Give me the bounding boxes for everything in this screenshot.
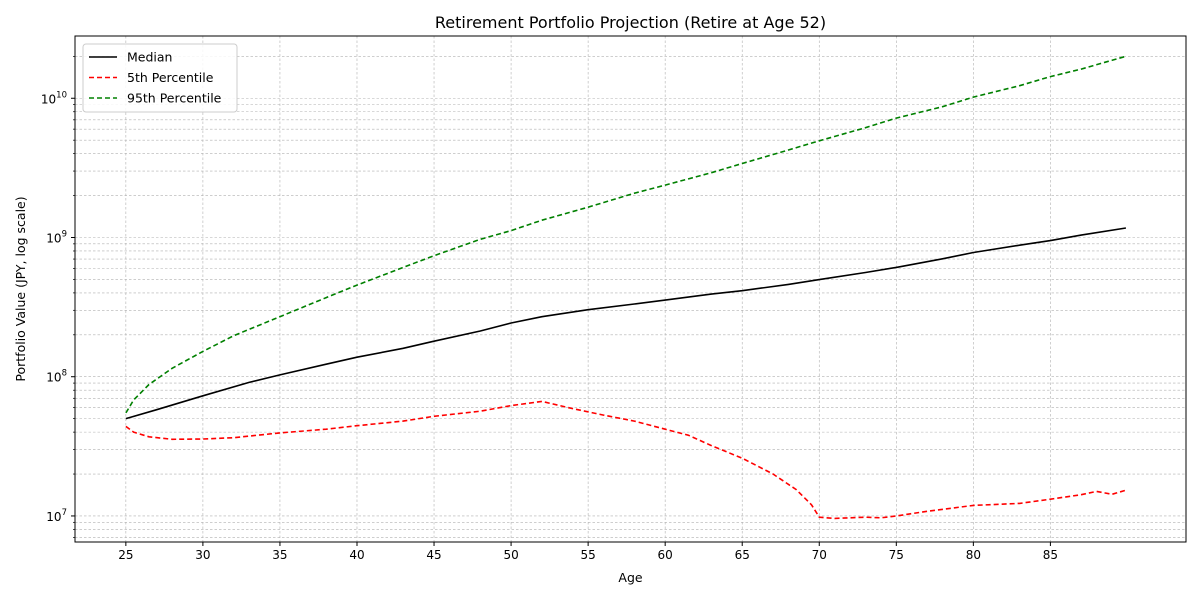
x-tick-label: 30 <box>195 548 210 562</box>
x-tick-label: 45 <box>426 548 441 562</box>
x-tick-label: 85 <box>1043 548 1058 562</box>
legend-label: Median <box>127 50 172 65</box>
legend-label: 5th Percentile <box>127 70 214 85</box>
chart-title: Retirement Portfolio Projection (Retire … <box>435 13 826 32</box>
plot-lines <box>125 55 1127 520</box>
x-tick-label: 55 <box>580 548 595 562</box>
series-line-2 <box>125 55 1127 414</box>
y-tick-label: 1010 <box>41 90 67 106</box>
x-tick-label: 75 <box>889 548 904 562</box>
x-tick-label: 40 <box>349 548 364 562</box>
legend-label: 95th Percentile <box>127 91 222 106</box>
grid <box>75 36 1186 542</box>
series-line-0 <box>125 227 1127 420</box>
y-axis-ticks: 107 108 109 1010 <box>41 55 75 538</box>
x-tick-label: 35 <box>272 548 287 562</box>
x-axis-label: Age <box>618 570 642 585</box>
x-tick-label: 50 <box>503 548 518 562</box>
plot-frame <box>74 35 1187 543</box>
x-tick-label: 25 <box>118 548 133 562</box>
y-tick-label: 107 <box>46 508 67 524</box>
y-tick-label: 109 <box>46 229 67 245</box>
series-line-1 <box>125 400 1127 520</box>
y-tick-label: 108 <box>46 369 67 385</box>
x-axis-ticks: 25 30 35 40 45 50 55 60 65 70 75 80 85 <box>118 542 1058 562</box>
x-tick-label: 65 <box>735 548 750 562</box>
x-tick-label: 70 <box>812 548 827 562</box>
legend-box <box>82 43 238 113</box>
y-axis-label: Portfolio Value (JPY, log scale) <box>13 196 28 381</box>
legend: Median 5th Percentile 95th Percentile <box>82 43 238 113</box>
x-tick-label: 80 <box>966 548 981 562</box>
x-tick-label: 60 <box>658 548 673 562</box>
